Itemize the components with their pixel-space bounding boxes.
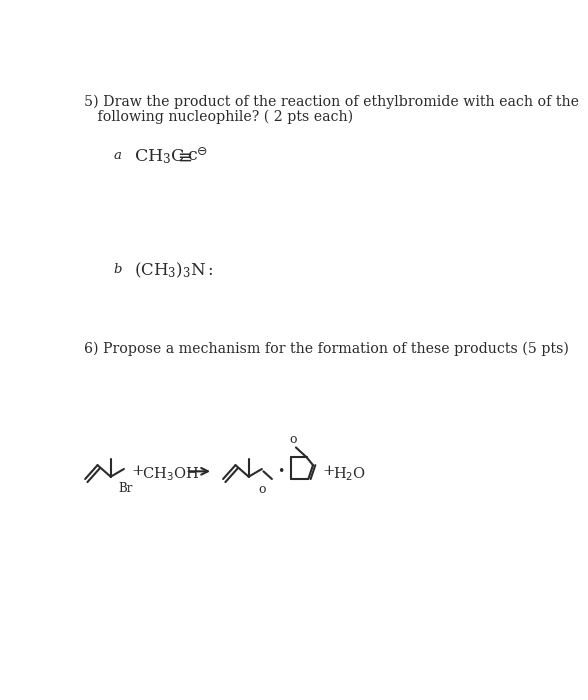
Text: b: b [114, 263, 122, 276]
Text: o: o [290, 433, 297, 446]
Text: $\mathregular{CH_3C}$: $\mathregular{CH_3C}$ [134, 147, 185, 166]
Text: $\ominus$: $\ominus$ [196, 145, 207, 158]
Text: 6) Propose a mechanism for the formation of these products (5 pts): 6) Propose a mechanism for the formation… [84, 342, 569, 356]
Text: Br: Br [118, 482, 133, 495]
Text: 5) Draw the product of the reaction of ethylbromide with each of the: 5) Draw the product of the reaction of e… [84, 94, 579, 109]
Text: +: + [322, 464, 335, 478]
Text: c: c [188, 147, 197, 164]
Text: •: • [278, 465, 285, 478]
Text: H$_2$O: H$_2$O [333, 466, 366, 483]
Text: following nucleophile? ( 2 pts each): following nucleophile? ( 2 pts each) [84, 109, 353, 124]
Text: +: + [132, 464, 145, 478]
Text: a: a [114, 150, 122, 162]
Text: o: o [258, 483, 265, 496]
Text: $\mathregular{(CH_3)_3N:}$: $\mathregular{(CH_3)_3N:}$ [134, 261, 214, 281]
Text: CH$_3$OH: CH$_3$OH [142, 466, 199, 483]
Text: $\equiv$: $\equiv$ [174, 147, 193, 165]
